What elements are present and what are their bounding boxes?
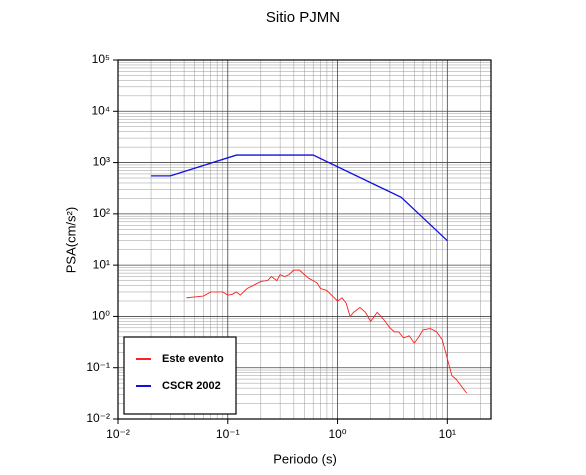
y-tick-label: 10³ (93, 155, 110, 169)
chart-title: Sitio PJMN (266, 9, 340, 26)
series-line (186, 269, 468, 394)
x-tick-label: 10⁻² (106, 427, 130, 441)
y-tick-label: 10⁰ (92, 309, 110, 323)
y-tick-label: 10⁵ (92, 52, 110, 66)
x-axis-label: Periodo (s) (273, 451, 337, 466)
y-axis-label: PSA(cm/s²) (63, 207, 78, 273)
legend-label: Este evento (162, 353, 224, 365)
plot-frame (117, 59, 492, 420)
x-tick-label: 10⁰ (328, 427, 346, 441)
y-tick-label: 10⁻² (86, 411, 110, 425)
y-tick-label: 10⁴ (91, 103, 110, 117)
legend-box (123, 336, 237, 415)
x-tick-label: 10¹ (439, 427, 456, 441)
legend-label: CSCR 2002 (162, 380, 221, 392)
x-tick-label: 10⁻¹ (216, 427, 240, 441)
series-line (151, 154, 448, 242)
y-tick-label: 10¹ (93, 257, 110, 271)
y-tick-label: 10⁻¹ (86, 360, 110, 374)
y-tick-label: 10² (93, 206, 110, 220)
